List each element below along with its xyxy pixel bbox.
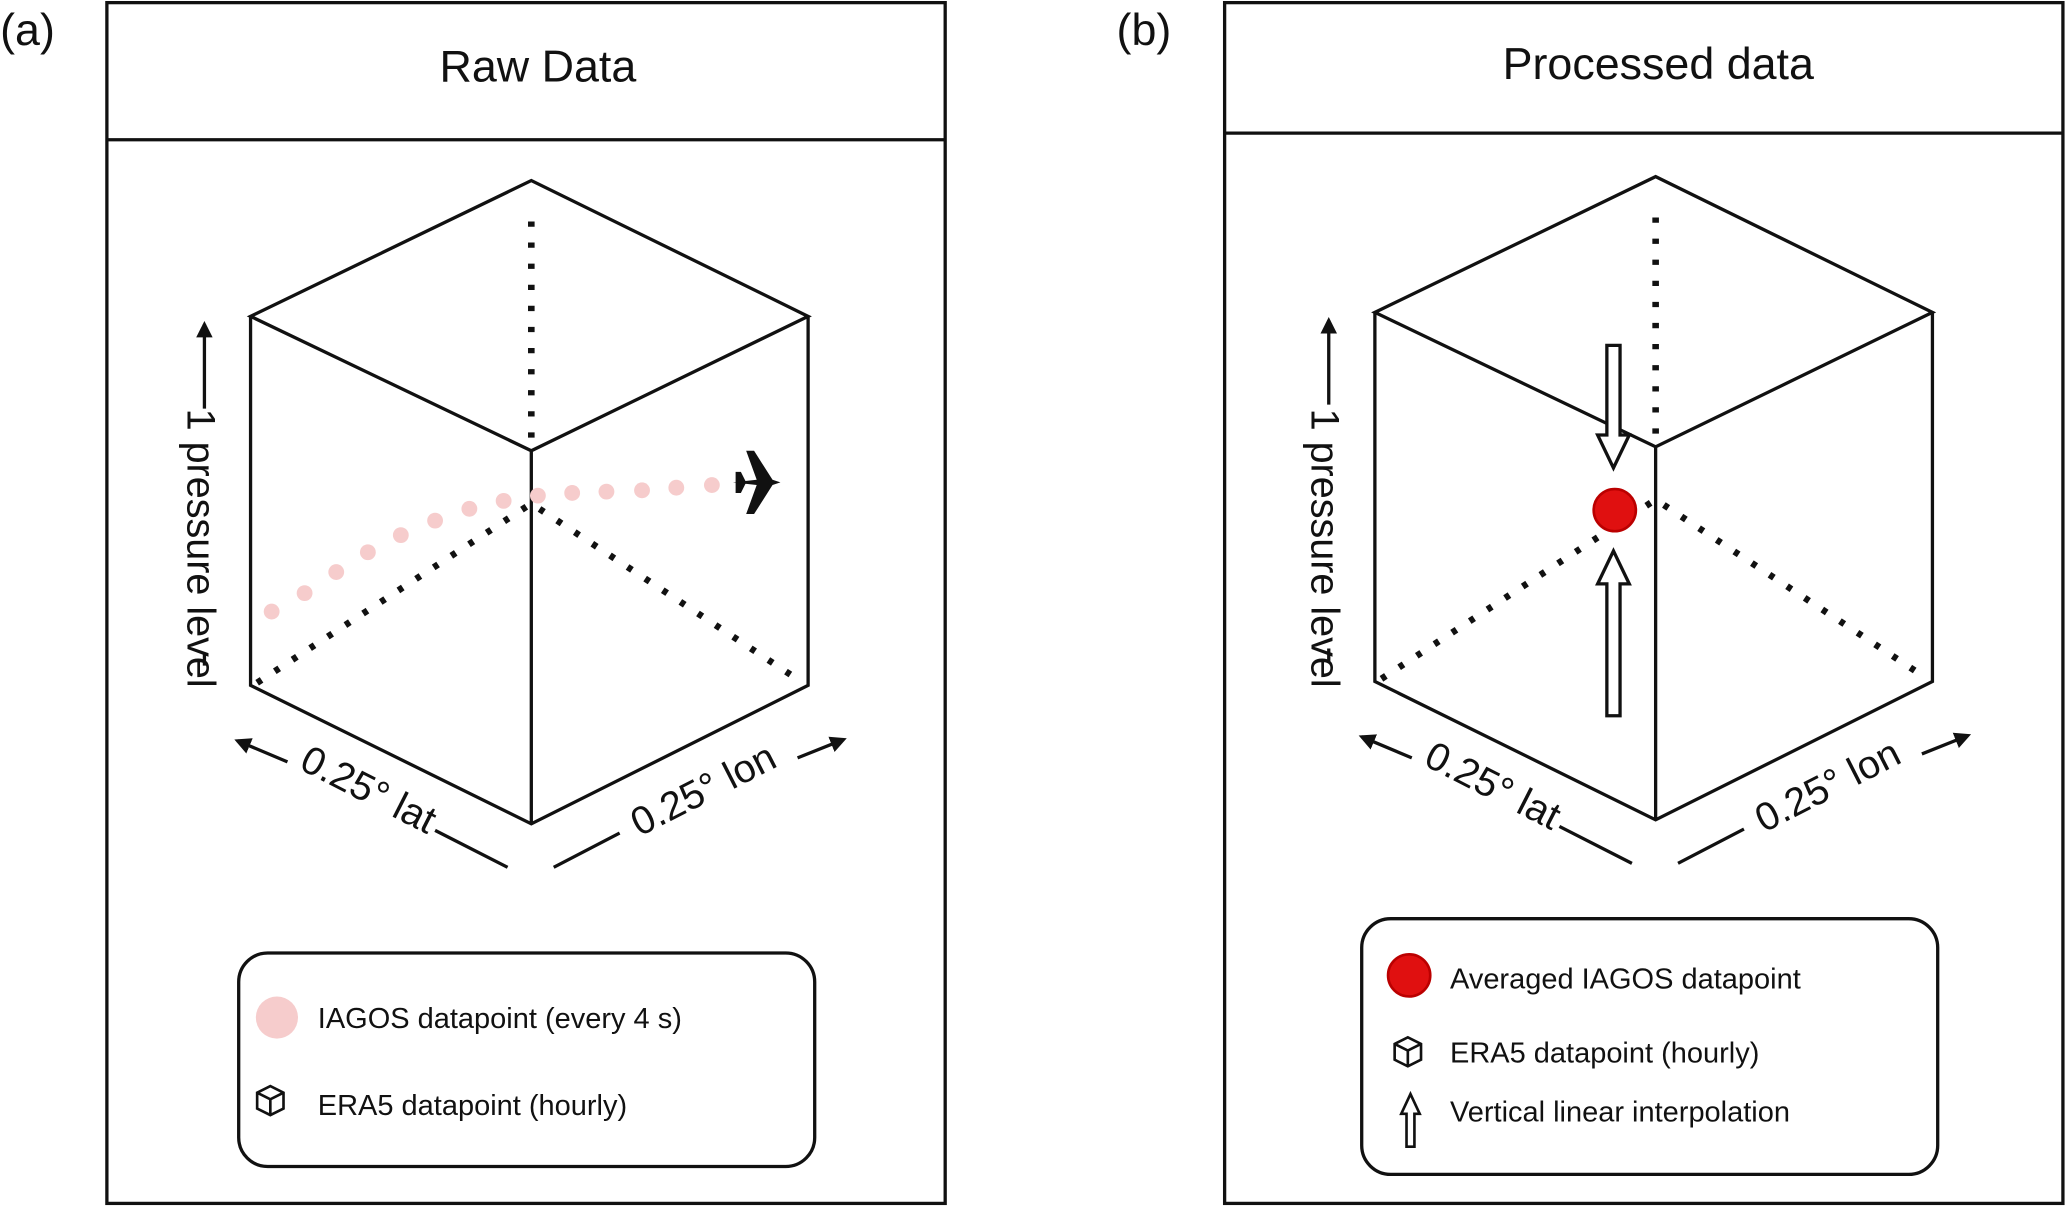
legend-entry: IAGOS datapoint (every 4 s) [318,1003,682,1035]
axis-label: 1 pressure level [1303,409,1347,688]
legend-entry: ERA5 datapoint (hourly) [318,1090,627,1122]
iagos-track [263,477,720,620]
legend [1360,917,1940,1177]
panel-label: (b) [1117,5,1172,55]
panel-title: Raw Data [440,42,637,92]
axis-label: 1 pressure level [178,409,222,688]
panel-b: (b) Processed data 1 pressure level 0.25… [1117,0,2065,1206]
plane-icon [732,450,781,515]
panel-a: (a) Raw Data 1 pressure level 0.25° lat … [0,0,947,1206]
interp-arrow [1595,547,1632,718]
legend-entry: Averaged IAGOS datapoint [1450,964,1801,996]
panel-label: (a) [0,5,55,55]
averaged-point [1592,487,1638,533]
legend-entry: Vertical linear interpolation [1450,1097,1790,1129]
panel-title: Processed data [1503,39,1814,89]
legend [237,951,817,1169]
interp-arrow [1595,343,1632,472]
legend-entry: ERA5 datapoint (hourly) [1450,1037,1759,1069]
